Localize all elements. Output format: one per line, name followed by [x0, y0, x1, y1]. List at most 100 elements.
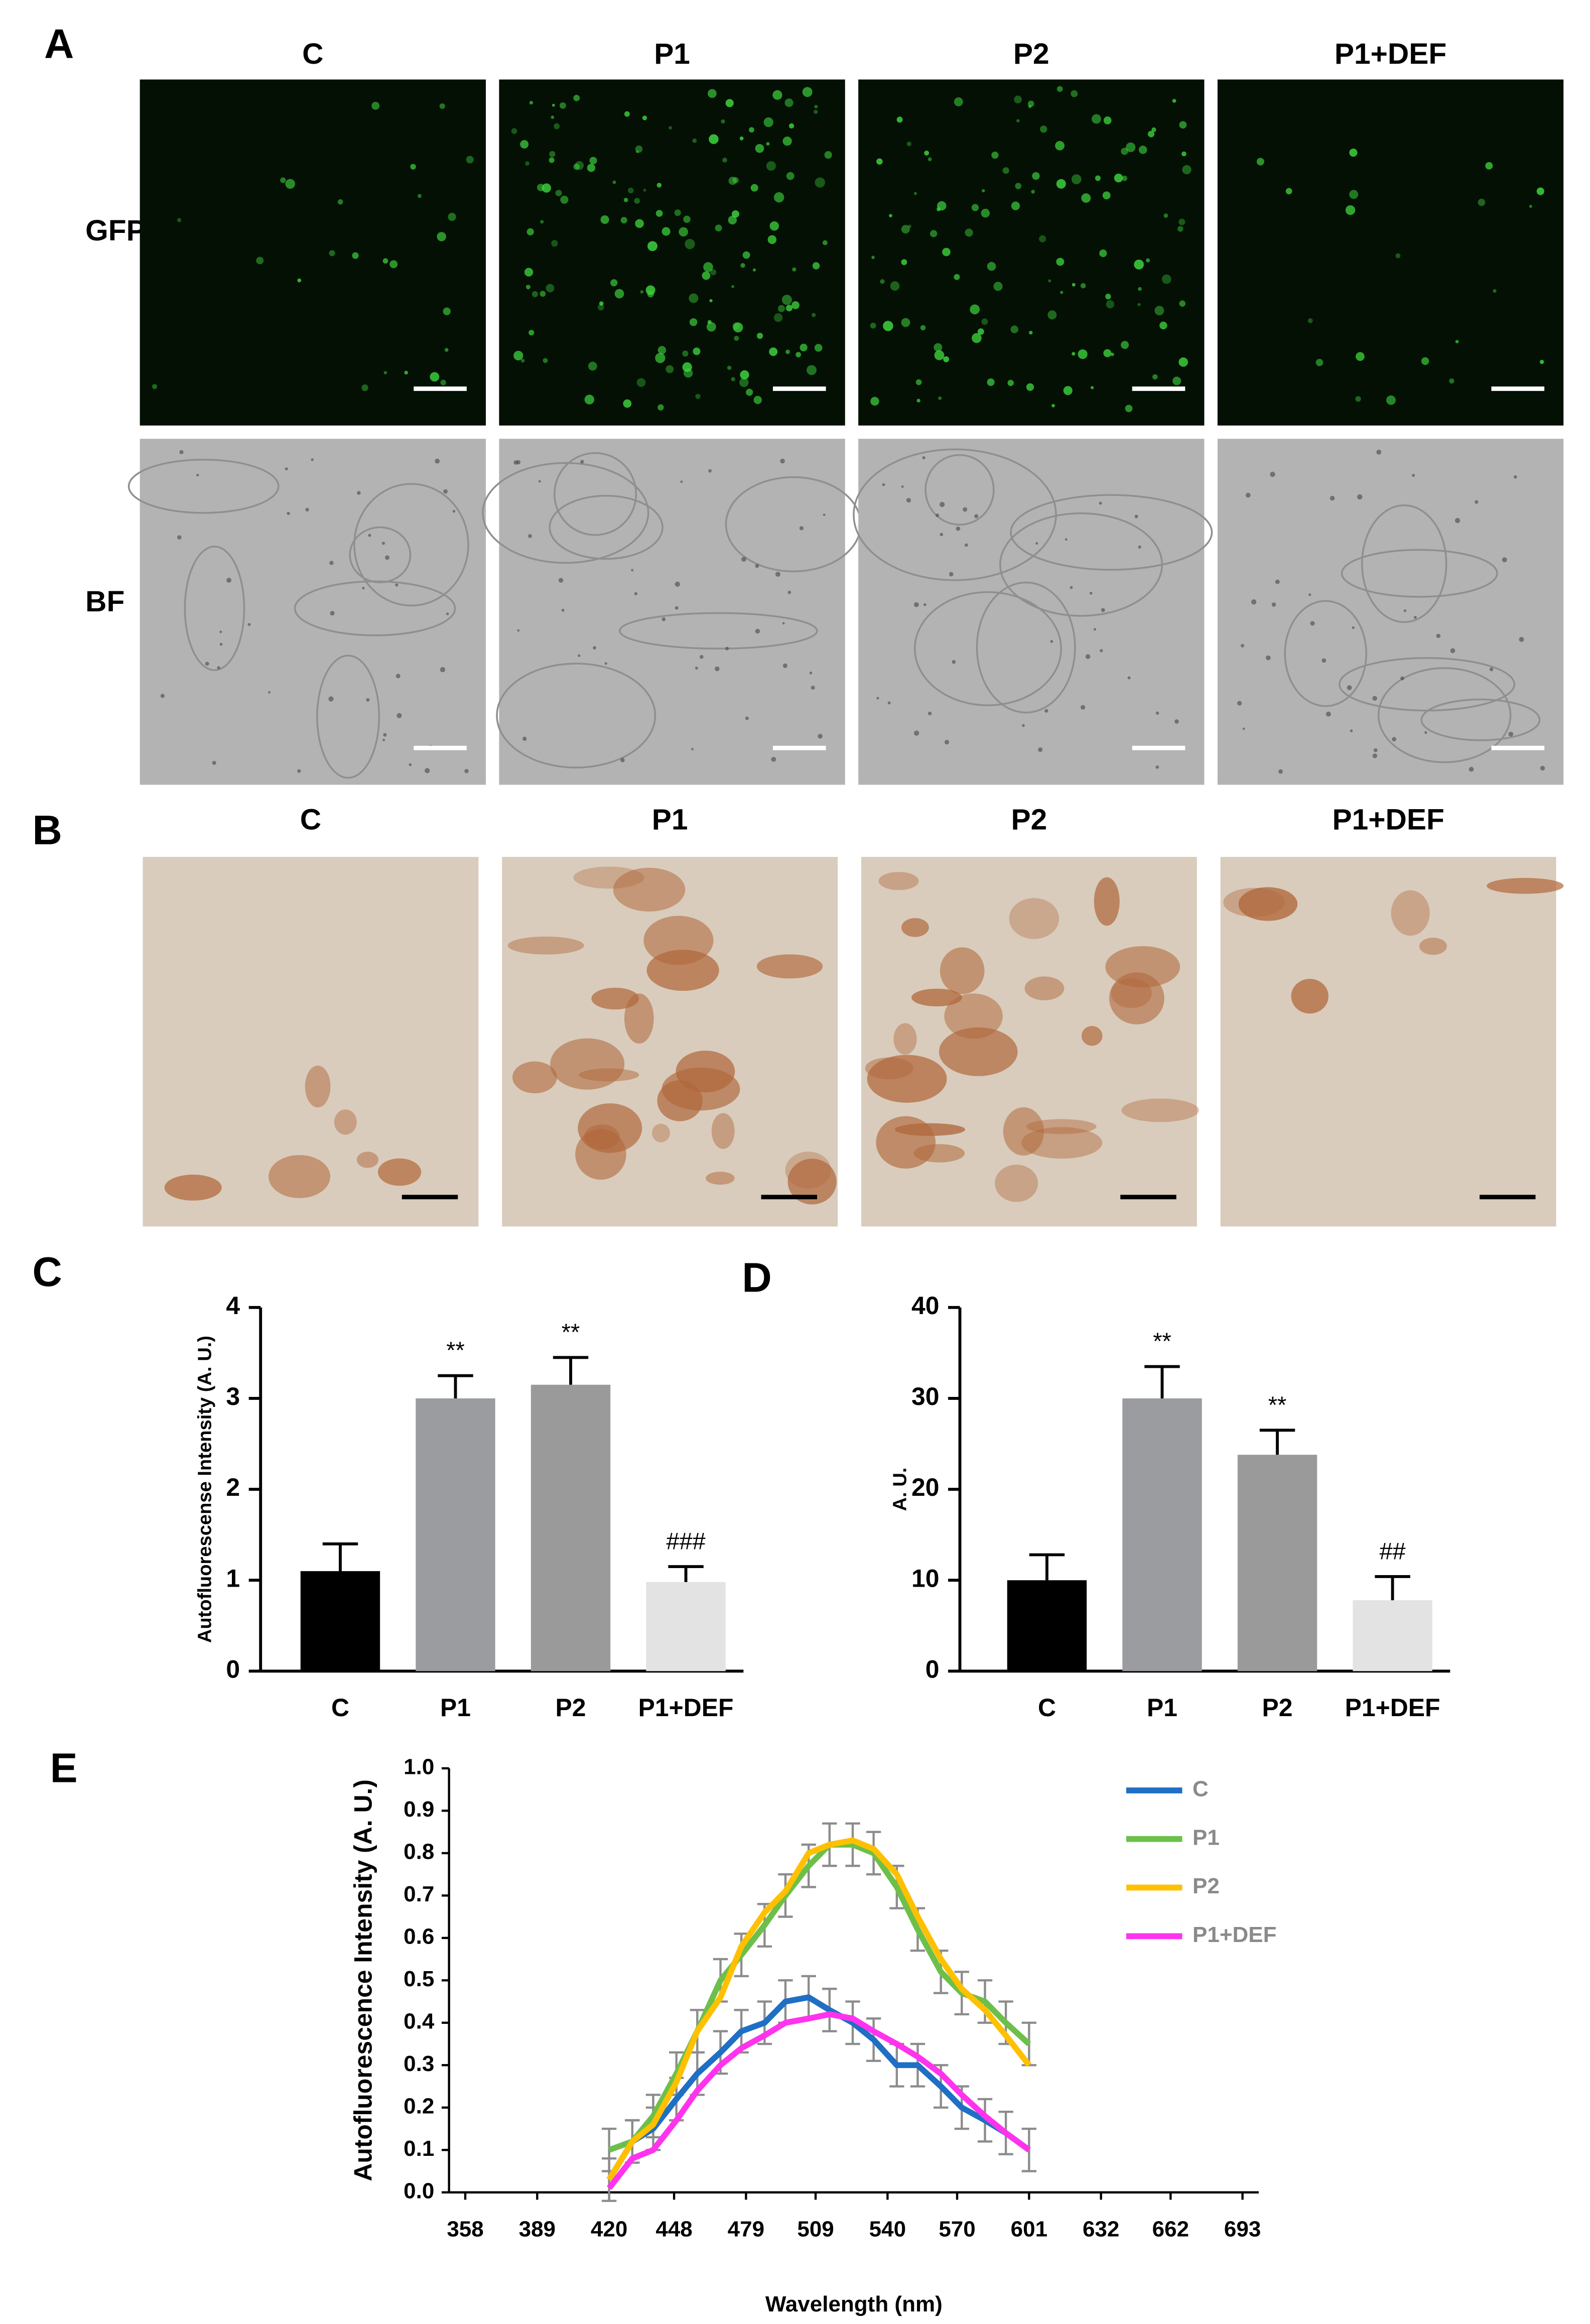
fluorescence-spot — [752, 268, 756, 272]
fluorescence-spot — [1536, 187, 1544, 195]
fluorescence-spot — [587, 164, 596, 172]
fluorescence-spot — [635, 145, 643, 153]
fluorescence-spot — [889, 214, 892, 217]
fluorescence-spot — [1125, 405, 1133, 413]
y-tick-label: 0.7 — [404, 1882, 434, 1906]
fluorescence-spot — [920, 325, 926, 331]
cell-outline — [353, 483, 469, 607]
stained-cell — [995, 1165, 1038, 1202]
fluorescence-spot — [800, 343, 808, 351]
fluorescence-spot — [642, 115, 647, 120]
panel-label: D — [742, 1255, 771, 1301]
stained-cell — [334, 1109, 357, 1135]
fluorescence-spot — [597, 304, 604, 311]
granule — [287, 511, 290, 515]
y-axis-label: A. U. — [889, 1468, 910, 1511]
granule — [745, 716, 749, 720]
fluorescence-spot — [620, 217, 627, 224]
granule — [268, 691, 271, 694]
granule — [1403, 609, 1407, 612]
x-tick-label: 540 — [869, 2217, 906, 2242]
fluorescence-spot — [177, 218, 182, 222]
cell-outline — [349, 526, 412, 583]
granule — [1424, 731, 1427, 734]
fluorescence-spot — [666, 365, 674, 373]
fluorescence-spot — [785, 305, 793, 312]
granule — [1469, 766, 1474, 772]
granule — [1044, 709, 1048, 713]
granule — [1101, 608, 1105, 612]
fluorescence-spot — [971, 204, 979, 211]
x-tick-label: C — [1038, 1694, 1056, 1722]
fluorescence-spot — [1028, 330, 1033, 335]
granule — [1519, 636, 1524, 642]
fluorescence-spot — [970, 304, 980, 315]
fluorescence-spot — [337, 199, 343, 205]
fluorescence-spot — [901, 225, 910, 234]
fluorescence-spot — [1126, 142, 1136, 153]
fluorescence-spot — [972, 333, 982, 343]
fluorescence-spot — [1002, 167, 1009, 174]
granule — [247, 623, 251, 626]
fluorescence-spot — [551, 115, 555, 119]
fluorescence-spot — [943, 356, 950, 362]
fluorescence-spot — [1179, 300, 1186, 307]
fluorescence-spot — [703, 262, 713, 272]
granule — [305, 507, 309, 512]
column-label: C — [302, 38, 323, 70]
x-tick-label: P2 — [556, 1694, 586, 1722]
fluorescence-spot — [693, 347, 701, 355]
fluorescence-spot — [689, 293, 699, 303]
fluorescence-spot — [766, 142, 770, 146]
fluorescence-spot — [1182, 165, 1191, 175]
fluorescence-spot — [709, 299, 713, 303]
granule — [1326, 711, 1331, 717]
granule — [1035, 542, 1038, 545]
fluorescence-spot — [784, 98, 793, 107]
cell-outline — [127, 458, 280, 514]
cell-outline — [924, 454, 995, 526]
fluorescence-spot — [285, 179, 296, 189]
granule — [620, 757, 625, 762]
fluorescence-spot — [796, 352, 802, 357]
fluorescence-spot — [916, 399, 920, 403]
fluorescence-spot — [993, 282, 1003, 291]
fluorescence-spot — [1103, 349, 1112, 357]
granule — [755, 628, 760, 634]
fluorescence-spot — [906, 142, 912, 147]
granule — [1174, 719, 1179, 724]
fluorescence-spot — [1014, 95, 1022, 104]
fluorescence-spot — [871, 255, 875, 260]
fluorescence-spot — [389, 260, 398, 269]
fluorescence-spot — [870, 397, 879, 406]
fluorescence-spot — [610, 279, 618, 287]
fluorescence-spot — [643, 188, 646, 192]
fluorescence-spot — [890, 281, 900, 291]
fluorescence-spot — [937, 201, 947, 211]
fluorescence-spot — [537, 184, 545, 191]
x-tick-label: 693 — [1224, 2217, 1261, 2242]
fluorescence-spot — [1032, 172, 1040, 180]
granule — [580, 460, 584, 464]
fluorescence-spot — [981, 318, 988, 325]
fluorescence-spot — [1152, 374, 1158, 380]
fluorescence-spot — [1047, 310, 1057, 320]
x-tick-label: 448 — [655, 2217, 692, 2242]
y-tick-label: 0.4 — [404, 2009, 435, 2033]
fluorescence-spot — [410, 164, 416, 170]
stained-cell — [939, 1027, 1018, 1076]
fluorescence-spot — [811, 313, 816, 317]
fluorescence-spot — [448, 212, 456, 221]
significance-label: ** — [1268, 1392, 1287, 1418]
fluorescence-spot — [1105, 294, 1111, 300]
granule — [517, 629, 520, 632]
stained-cell — [550, 1038, 625, 1090]
fluorescence-spot — [1056, 179, 1066, 189]
x-tick-label: 358 — [447, 2217, 483, 2242]
granule — [311, 458, 314, 461]
fluorescence-spot — [546, 284, 555, 293]
granule — [923, 603, 926, 606]
fluorescence-spot — [1356, 352, 1365, 361]
fluorescence-spot — [1307, 318, 1313, 323]
granule — [196, 473, 199, 477]
